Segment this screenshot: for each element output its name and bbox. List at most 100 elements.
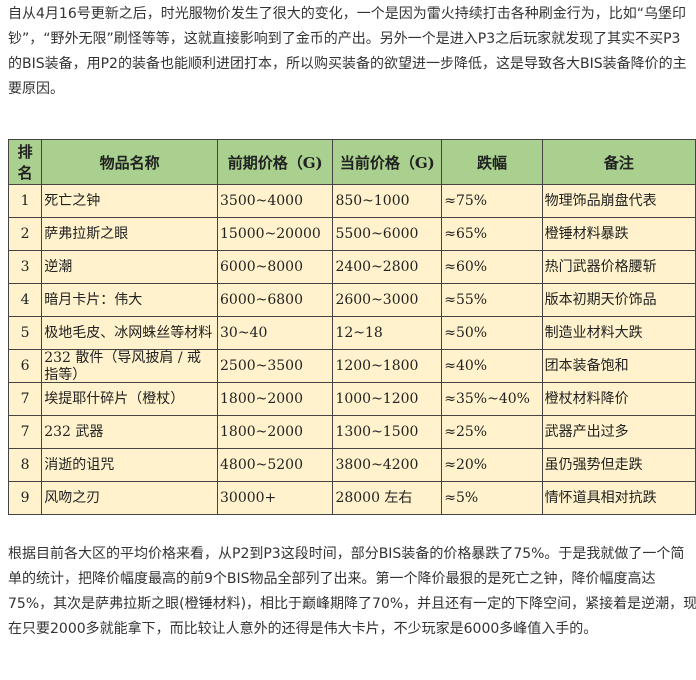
table-cell: 1000~1200 [332,382,443,416]
cell-text: 8 [20,456,30,473]
table-cell: 1800~2000 [216,415,334,449]
cell-text: 虽仍强势但走跌 [544,456,643,473]
table-cell: 850~1000 [332,184,443,218]
cell-text: 橙锤材料暴跌 [544,225,629,242]
table-cell: ≈55% [441,283,543,317]
table-cell: 物理饰品崩盘代表 [541,184,696,218]
cell-text: 2 [20,225,30,242]
table-cell: ≈20% [441,448,543,482]
table-row: 5 极地毛皮、冰网蛛丝等材料 30~40 12~18 ≈50% 制造业材料大跌 [7,316,696,350]
cell-text: 12~18 [335,324,383,341]
table-cell: 暗月卡片：伟大 [41,283,218,317]
table-cell: 橙杖材料降价 [541,382,696,416]
column-header: 前期价格（G) [216,139,334,185]
cell-text: 热门武器价格腰斩 [544,258,657,275]
cell-text: 5 [20,324,30,341]
table-cell: 死亡之钟 [41,184,218,218]
cell-text: 版本初期天价饰品 [544,291,657,308]
table-cell: 30~40 [216,316,334,350]
cell-text: 4 [20,291,30,308]
table-row: 4 暗月卡片：伟大 6000~6800 2600~3000 ≈55% 版本初期天价饰品 [7,283,696,317]
table-cell: 1300~1500 [332,415,443,449]
table-row: 6 232 散件（导风披肩 / 戒指等） 2500~3500 1200~1800 ≈40… [7,349,696,383]
table-cell: 萨弗拉斯之眼 [41,217,218,251]
table-row: 7 埃提耶什碎片（橙杖） 1800~2000 1000~1200 ≈35%~40% 橙杖材… [7,382,696,416]
table-cell: ≈75% [441,184,543,218]
table-cell: 3800~4200 [332,448,443,482]
table-row: 9 风吻之刃 30000+ 28000 左右 ≈5% 情怀道具相对抗跌 [7,481,696,515]
cell-text: ≈40% [444,357,488,374]
price-table: 排名 物品名称 前期价格（G) 当前价格（G) 跌幅 备注 1 死亡之钟 3500~4000 8… [7,139,696,515]
table-cell: 1200~1800 [332,349,443,383]
cell-text: ≈60% [444,258,488,275]
table-cell: 5500~6000 [332,217,443,251]
table-cell: ≈5% [441,481,543,515]
table-header-row: 排名 物品名称 前期价格（G) 当前价格（G) 跌幅 备注 [7,139,696,185]
table-cell: 6000~6800 [216,283,334,317]
table-cell: 制造业材料大跌 [541,316,696,350]
cell-text: 萨弗拉斯之眼 [44,225,129,242]
table-cell: 4 [7,283,43,317]
cell-text: 7 [20,390,30,407]
cell-text: 1800~2000 [220,390,303,407]
cell-text: 消逝的诅咒 [44,456,115,473]
cell-text: 232 散件（导风披肩 / 戒指等） [44,350,202,382]
cell-text: 9 [20,489,30,506]
cell-text: 情怀道具相对抗跌 [544,489,657,506]
cell-text: ≈75% [444,192,488,209]
table-cell: 3 [7,250,43,284]
cell-text: 6000~6800 [220,291,303,308]
cell-text: 橙杖材料降价 [544,390,629,407]
cell-text: 逆潮 [44,258,73,275]
cell-text: 极地毛皮、冰网蛛丝等材料 [44,324,213,341]
table-cell: 28000 左右 [332,481,443,515]
cell-text: 232 武器 [44,423,104,440]
table-cell: 团本装备饱和 [541,349,696,383]
table-cell: 12~18 [332,316,443,350]
cell-text: ≈20% [444,456,488,473]
column-header: 跌幅 [441,139,543,185]
column-header: 物品名称 [41,139,218,185]
cell-text: 7 [20,423,30,440]
table-cell: ≈25% [441,415,543,449]
cell-text: 物理饰品崩盘代表 [544,192,657,209]
cell-text: 制造业材料大跌 [544,324,643,341]
column-header: 当前价格（G) [332,139,443,185]
cell-text: 6000~8000 [220,258,303,275]
table-cell: 15000~20000 [216,217,334,251]
table-cell: 武器产出过多 [541,415,696,449]
cell-text: 风吻之刃 [44,489,101,506]
table-cell: 虽仍强势但走跌 [541,448,696,482]
table-row: 2 萨弗拉斯之眼 15000~20000 5500~6000 ≈65% 橙锤材料暴跌 [7,217,696,251]
intro-paragraph: 自从4月16号更新之后，时光服物价发生了很大的变化，一个是因为雷火持续打击各种刷… [8,6,687,97]
table-cell: 3500~4000 [216,184,334,218]
table-row: 3 逆潮 6000~8000 2400~2800 ≈60% 热门武器价格腰斩 [7,250,696,284]
table-cell: 232 散件（导风披肩 / 戒指等） [41,349,218,383]
column-header: 备注 [541,139,696,185]
table-cell: 30000+ [216,481,334,515]
cell-text: 团本装备饱和 [544,357,629,374]
cell-text: ≈55% [444,291,488,308]
table-cell: 2600~3000 [332,283,443,317]
cell-text: 2400~2800 [335,258,419,275]
cell-text: 1 [20,192,30,209]
cell-text: 2500~3500 [220,357,303,374]
cell-text: 2600~3000 [335,291,419,308]
table-cell: ≈60% [441,250,543,284]
cell-text: 28000 左右 [335,489,413,506]
table-cell: 4800~5200 [216,448,334,482]
table-row: 8 消逝的诅咒 4800~5200 3800~4200 ≈20% 虽仍强势但走跌 [7,448,696,482]
cell-text: 武器产出过多 [544,423,629,440]
column-header: 排名 [7,139,43,185]
table-cell: 风吻之刃 [41,481,218,515]
table-cell: ≈50% [441,316,543,350]
table-cell: 2500~3500 [216,349,334,383]
cell-text: ≈35%~40% [444,390,530,407]
table-cell: 热门武器价格腰斩 [541,250,696,284]
cell-text: 暗月卡片：伟大 [44,291,143,308]
cell-text: 1200~1800 [335,357,419,374]
table-row: 1 死亡之钟 3500~4000 850~1000 ≈75% 物理饰品崩盘代表 [7,184,696,218]
cell-text: 1300~1500 [335,423,419,440]
table-cell: ≈40% [441,349,543,383]
table-cell: 版本初期天价饰品 [541,283,696,317]
